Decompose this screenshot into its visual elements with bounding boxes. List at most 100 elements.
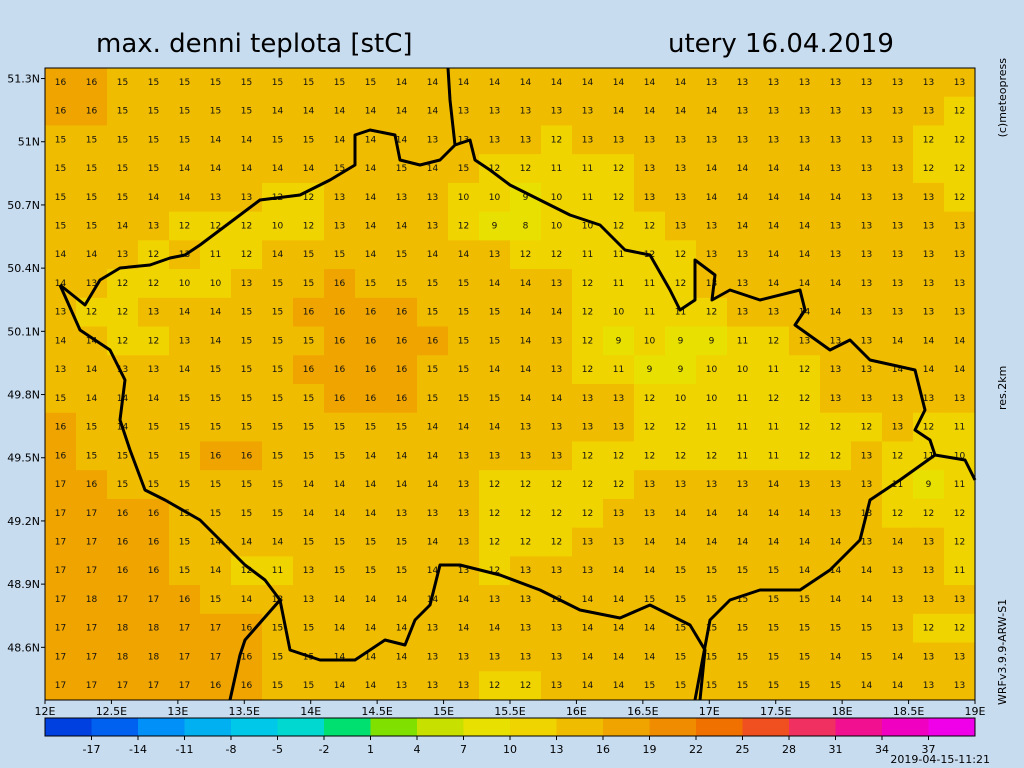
field-value: 12 <box>706 308 717 318</box>
field-value: 14 <box>489 624 501 634</box>
x-tick-label: 17.5E <box>760 705 791 718</box>
field-cell <box>169 297 201 328</box>
field-value: 17 <box>55 652 66 662</box>
field-value: 15 <box>241 509 252 519</box>
field-value: 13 <box>551 681 562 691</box>
field-cell <box>820 68 852 98</box>
field-value: 14 <box>489 365 501 375</box>
field-cell <box>634 384 666 414</box>
field-cell <box>882 671 914 701</box>
field-value: 14 <box>830 652 842 662</box>
field-cell <box>138 556 170 586</box>
field-cell <box>603 441 635 471</box>
field-value: 13 <box>644 480 655 490</box>
field-cell <box>76 211 108 241</box>
field-cell <box>758 182 790 213</box>
colorbar-tick-label: 19 <box>643 743 657 756</box>
field-cell <box>200 240 232 270</box>
field-cell <box>231 182 263 213</box>
field-cell <box>293 240 325 270</box>
field-value: 13 <box>706 279 717 289</box>
field-cell <box>820 211 852 241</box>
field-value: 13 <box>861 222 872 232</box>
field-cell <box>76 355 108 385</box>
field-value: 14 <box>582 78 594 88</box>
field-cell <box>758 613 790 644</box>
field-cell <box>727 68 759 98</box>
field-cell <box>727 355 759 385</box>
field-value: 14 <box>55 279 67 289</box>
field-cell <box>386 470 418 500</box>
field-cell <box>355 68 387 98</box>
field-cell <box>448 671 480 701</box>
field-cell <box>510 441 542 471</box>
field-value: 15 <box>799 681 810 691</box>
field-cell <box>45 498 77 529</box>
x-tick-label: 15E <box>433 705 454 718</box>
field-value: 14 <box>427 423 439 433</box>
field-value: 14 <box>706 164 718 174</box>
field-value: 17 <box>86 566 97 576</box>
field-value: 12 <box>241 566 252 576</box>
field-value: 13 <box>520 566 531 576</box>
y-tick-label: 50.4N <box>7 262 40 275</box>
map-date: utery 16.04.2019 <box>668 29 894 59</box>
field-cell <box>231 441 263 471</box>
field-value: 15 <box>427 279 438 289</box>
field-value: 11 <box>675 308 686 318</box>
field-value: 14 <box>86 365 98 375</box>
field-value: 13 <box>613 135 624 145</box>
field-cell <box>541 326 573 356</box>
field-value: 13 <box>241 193 252 203</box>
field-value: 9 <box>678 336 684 346</box>
field-cell <box>293 125 325 155</box>
field-value: 13 <box>954 250 965 260</box>
field-value: 14 <box>644 566 656 576</box>
field-value: 14 <box>365 509 377 519</box>
field-cell <box>76 527 108 557</box>
field-cell <box>200 441 232 471</box>
field-value: 14 <box>241 595 253 605</box>
colorbar-tick-label: -11 <box>176 743 194 756</box>
field-cell <box>882 125 914 155</box>
field-cell <box>820 355 852 385</box>
field-cell <box>262 384 294 414</box>
field-cell <box>727 211 759 241</box>
field-value: 12 <box>675 279 686 289</box>
field-value: 13 <box>458 652 469 662</box>
colorbar-tick-label: 7 <box>460 743 467 756</box>
field-value: 17 <box>55 624 66 634</box>
field-value: 15 <box>737 681 748 691</box>
colorbar-tick-label: 37 <box>922 743 936 756</box>
field-value: 17 <box>86 624 97 634</box>
x-tick-label: 18.5E <box>893 705 924 718</box>
field-cell <box>324 326 356 356</box>
field-value: 12 <box>954 509 965 519</box>
border-west <box>58 284 707 701</box>
border-slovakia <box>693 453 936 701</box>
field-value: 13 <box>489 107 500 117</box>
field-cell <box>386 240 418 270</box>
field-cell <box>417 96 449 126</box>
field-value: 15 <box>179 107 190 117</box>
field-value: 14 <box>427 538 439 548</box>
field-value: 14 <box>489 78 501 88</box>
field-value: 18 <box>117 624 129 634</box>
field-value: 14 <box>892 336 904 346</box>
field-cell <box>727 441 759 471</box>
field-value: 13 <box>520 595 531 605</box>
field-value: 15 <box>427 394 438 404</box>
field-value: 14 <box>706 509 718 519</box>
field-cell <box>572 68 604 98</box>
field-cell <box>386 441 418 471</box>
field-value: 14 <box>644 107 656 117</box>
field-value: 13 <box>458 480 469 490</box>
field-cell <box>944 642 976 672</box>
field-value: 12 <box>210 222 221 232</box>
field-cell <box>324 527 356 557</box>
field-value: 12 <box>489 538 500 548</box>
field-value: 13 <box>148 308 159 318</box>
field-value: 14 <box>861 566 873 576</box>
field-cell <box>851 613 883 644</box>
field-value: 13 <box>954 394 965 404</box>
